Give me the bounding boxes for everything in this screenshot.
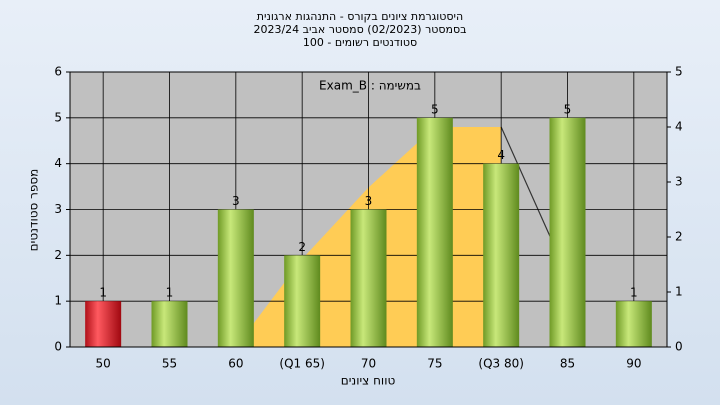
y-tick-label: 1 [54, 294, 62, 308]
y-tick-label: 6 [54, 65, 62, 79]
y-tick-label: 5 [54, 110, 62, 124]
chart-title: בסמסטר (02/2023) סמסטר אביב 2023/24 [253, 23, 466, 36]
data-label: 1 [99, 286, 107, 300]
y-tick-label: 3 [54, 202, 62, 216]
y2-tick-label: 2 [675, 230, 683, 244]
y-tick-label: 4 [54, 156, 62, 170]
annotation: במשימה : Exam_B [319, 79, 421, 93]
x-tick-label: 70 [361, 357, 376, 371]
y2-tick-label: 3 [675, 175, 683, 189]
y-tick-label: 2 [54, 248, 62, 262]
x-tick-label: (Q3 80) [478, 357, 524, 371]
bar [217, 209, 254, 347]
bar [350, 209, 387, 347]
y2-tick-label: 4 [675, 120, 683, 134]
data-label: 2 [298, 240, 306, 254]
bar [416, 117, 453, 347]
chart-title: היסטוגרמת ציונים בקורס - התנהגות ארגונית [257, 10, 463, 23]
y2-tick-label: 1 [675, 285, 683, 299]
chart-title: סטודנטים רשומים - 100 [303, 36, 417, 49]
y2-tick-label: 0 [675, 340, 683, 354]
bar [615, 301, 652, 347]
x-tick-label: 50 [96, 357, 111, 371]
bar [151, 301, 188, 347]
data-label: 5 [564, 102, 572, 116]
y2-tick-label: 5 [675, 65, 683, 79]
data-label: 5 [431, 102, 439, 116]
y-axis-label: מספר סטודנטים [27, 169, 41, 252]
y-tick-label: 0 [54, 340, 62, 354]
x-tick-label: 90 [626, 357, 641, 371]
data-label: 3 [365, 194, 373, 208]
x-tick-label: (Q1 65) [279, 357, 325, 371]
data-label: 1 [166, 286, 174, 300]
bar [549, 117, 586, 347]
x-axis-label: טווח ציונים [341, 374, 396, 388]
data-label: 4 [497, 148, 505, 162]
data-label: 1 [630, 286, 638, 300]
x-tick-label: 60 [228, 357, 243, 371]
bar [284, 255, 321, 347]
x-tick-label: 75 [427, 357, 442, 371]
plot-border [69, 71, 668, 348]
x-tick-label: 85 [560, 357, 575, 371]
bar [483, 163, 520, 347]
x-tick-label: 55 [162, 357, 177, 371]
data-label: 3 [232, 194, 240, 208]
bar [85, 301, 122, 347]
